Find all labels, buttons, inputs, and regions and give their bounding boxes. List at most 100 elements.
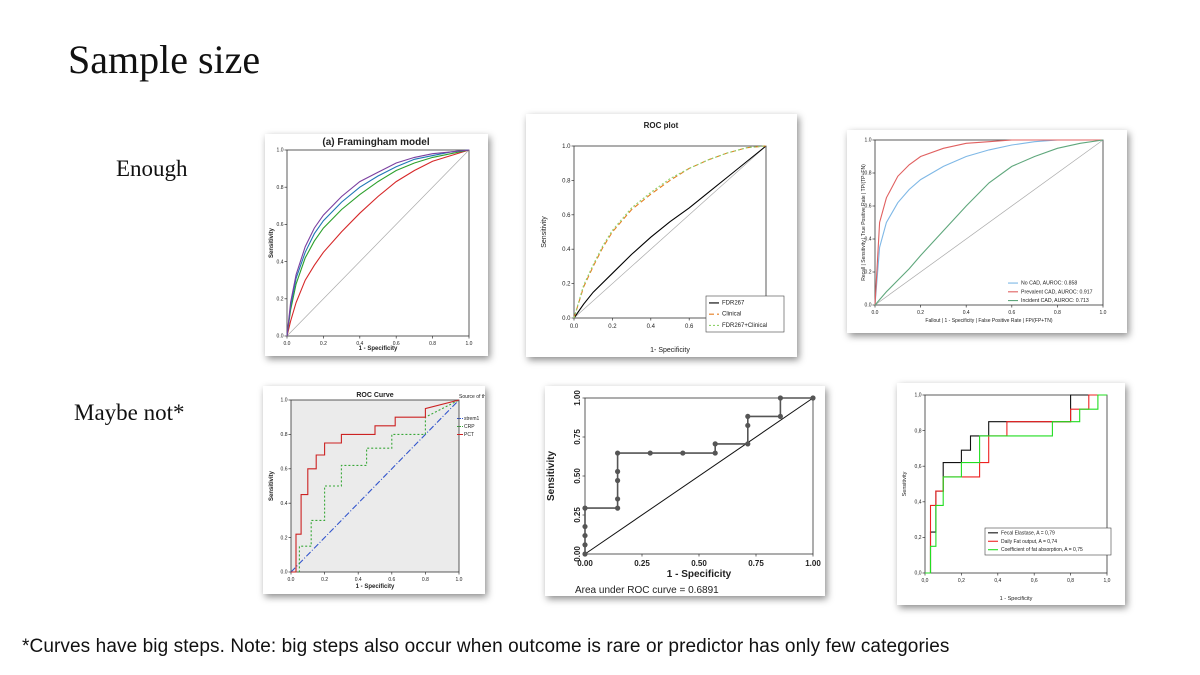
- legend-entry: No CAD, AUROC: 0.858: [1021, 281, 1077, 287]
- y-axis-label: Sensitivity: [541, 216, 548, 248]
- chart-svg: 0.00 0.25 0.50 0.75 1.00 0.00 0.25 0.50 0.75 1.00…: [546, 390, 821, 596]
- chart-legend: No CAD, AUROC: 0.858 Prevalent CAD, AUROC…: [1008, 281, 1093, 304]
- x-tick-label: 0.0: [284, 341, 291, 347]
- y-tick-label: 0.2: [281, 535, 288, 541]
- series-line-2: [291, 399, 460, 573]
- series-line-1: [573, 145, 767, 319]
- series-line-3: [573, 145, 767, 319]
- x-tick-label: 0,2: [958, 578, 965, 584]
- plot-frame: [874, 139, 1104, 306]
- series-point: [745, 422, 751, 429]
- y-axis-label: Sensitivity: [546, 451, 557, 501]
- x-tick-label: 0.0: [570, 324, 579, 330]
- legend-entry: FDR267: [722, 300, 745, 306]
- x-tick-label: 0.6: [388, 577, 395, 583]
- series-point: [745, 441, 751, 447]
- x-tick-label: 0.25: [634, 559, 650, 568]
- x-tick-label: 1.00: [805, 559, 821, 568]
- chart-annotation: Area under ROC curve = 0.6891: [575, 585, 719, 596]
- y-tick-label: 0.4: [281, 501, 288, 507]
- y-tick-label: 0.0: [281, 570, 288, 576]
- x-axis-label: 1 - Specificity: [667, 569, 732, 580]
- y-tick-label: 1,0: [915, 393, 922, 399]
- legend-entry: Prevalent CAD, AUROC: 0.917: [1021, 289, 1093, 295]
- y-tick-label: 0.4: [865, 237, 872, 243]
- reference-diagonal: [874, 139, 1104, 306]
- x-tick-label: 0.2: [320, 341, 327, 347]
- y-tick-label: 0.6: [281, 466, 288, 472]
- x-tick-label: 0.2: [917, 310, 924, 316]
- y-axis-label: Sensitivity: [269, 227, 275, 258]
- series-point: [810, 395, 816, 401]
- slide-title: Sample size: [68, 37, 261, 82]
- series-point: [615, 450, 621, 456]
- roc-chart-roc-curve: ROC Curve 0.0 0.2 0.4 0.6 0.8 1.0 0.0 0.2 0.4 0.6 0…: [263, 386, 485, 594]
- x-tick-label: 0,4: [994, 578, 1001, 584]
- y-tick-label: 0.6: [562, 213, 571, 219]
- x-tick-label: 1.0: [1100, 310, 1107, 316]
- x-tick-label: 0.4: [355, 577, 362, 583]
- series-point: [582, 551, 588, 557]
- y-axis-label: Sensitivity: [902, 471, 908, 496]
- series-point: [615, 505, 621, 511]
- chart-title: ROC Curve: [356, 392, 393, 399]
- legend-title: Source of the Curve: [459, 394, 485, 400]
- y-tick-label: 0.2: [562, 282, 571, 288]
- roc-chart-fecal-elastase: 0,0 0,2 0,4 0,6 0,8 1,0 0,0 0,2 0,4 0,6 0,8 1,0 1 - …: [897, 383, 1125, 605]
- legend-entry: PCT: [464, 432, 474, 438]
- y-tick-label: 0.4: [562, 247, 571, 253]
- y-tick-label: 0.8: [277, 185, 284, 191]
- x-tick-label: 0.8: [429, 341, 436, 347]
- y-tick-label: 0,8: [915, 428, 922, 434]
- y-tick-label: 0.75: [573, 429, 582, 445]
- y-tick-label: 0,0: [915, 571, 922, 577]
- chart-svg: 0,0 0,2 0,4 0,6 0,8 1,0 0,0 0,2 0,4 0,6 0,8 1,0 1 - …: [902, 393, 1112, 602]
- footnote: *Curves have big steps. Note: big steps …: [22, 636, 950, 657]
- x-tick-label: 0.75: [748, 559, 764, 568]
- x-tick-label: 1.0: [456, 577, 463, 583]
- x-tick-label: 0.6: [1008, 310, 1015, 316]
- row-label-maybe-not: Maybe not*: [74, 400, 185, 425]
- x-tick-label: 0.0: [288, 577, 295, 583]
- x-axis-label: 1 - Specificity: [356, 584, 395, 590]
- y-tick-label: 0.6: [277, 222, 284, 228]
- series-point: [680, 450, 686, 456]
- x-tick-label: 0,8: [1067, 578, 1074, 584]
- y-axis-label: Recall | Sensitivity | True Positive Rat…: [861, 164, 867, 281]
- chart-legend: Fecal Elastase, A = 0,79 Daily Fat output…: [984, 527, 1112, 556]
- x-tick-label: 0.0: [872, 310, 879, 316]
- y-tick-label: 0.0: [562, 316, 571, 322]
- legend-entry: CRP: [464, 424, 475, 430]
- y-tick-label: 0.0: [865, 303, 872, 309]
- series-line-3: [925, 394, 1107, 574]
- x-tick-label: 1,0: [1104, 578, 1111, 584]
- series-line-1: [286, 149, 470, 337]
- chart-title: ROC plot: [644, 121, 679, 130]
- roc-chart-area-under-curve: 0.00 0.25 0.50 0.75 1.00 0.00 0.25 0.50 0.75 1.00…: [545, 386, 825, 596]
- row-label-enough: Enough: [116, 156, 188, 181]
- legend-entry: Coefficient of fat absorption, A = 0,75: [1001, 547, 1083, 553]
- x-tick-label: 0.4: [647, 324, 656, 330]
- series-point: [712, 441, 718, 447]
- series-line-2: [874, 139, 1103, 306]
- plot-frame: [924, 394, 1108, 574]
- reference-diagonal: [584, 397, 814, 555]
- plot-frame: [573, 145, 767, 319]
- x-tick-label: 0.8: [1054, 310, 1061, 316]
- y-tick-label: 0.0: [277, 334, 284, 340]
- y-tick-label: 1.0: [865, 138, 872, 144]
- legend-box: [984, 527, 1112, 556]
- chart-title: (a) Framingham model: [322, 137, 429, 148]
- x-axis-label: 1 - Specificity: [1000, 596, 1033, 602]
- roc-chart-roc-plot: ROC plot0.00.20.40.60.81.00.00.20.40.60.…: [526, 114, 797, 357]
- series-point: [582, 505, 588, 511]
- reference-diagonal: [286, 149, 470, 337]
- x-tick-label: 0.2: [321, 577, 328, 583]
- chart-legend: Source of the Curve strem1 CRP PCT: [457, 394, 485, 438]
- series-point: [582, 532, 588, 539]
- series-point: [615, 468, 621, 475]
- x-axis-label: 1 - Specificity: [359, 346, 398, 352]
- x-tick-label: 0.8: [422, 577, 429, 583]
- x-tick-label: 0.6: [685, 324, 694, 330]
- chart-svg: ROC plot0.00.20.40.60.81.00.00.20.40.60.…: [541, 121, 785, 354]
